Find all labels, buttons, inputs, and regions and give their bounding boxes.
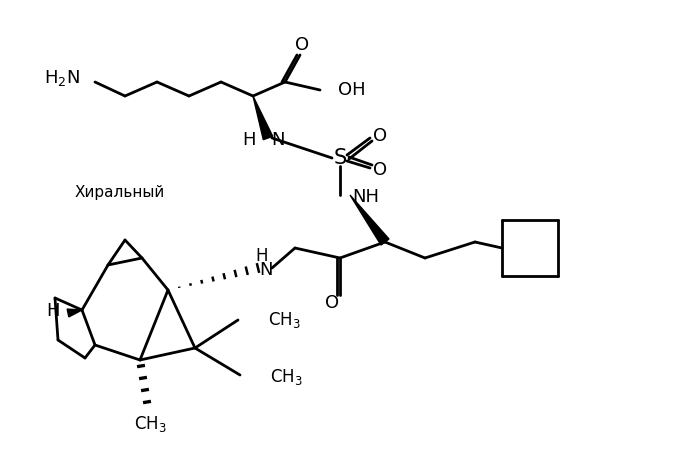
Polygon shape (350, 195, 389, 245)
Text: O: O (325, 294, 339, 312)
Text: N: N (271, 131, 284, 149)
Text: Хиральный: Хиральный (75, 184, 165, 199)
Text: S: S (333, 148, 346, 168)
Text: $\mathregular{CH_3}$: $\mathregular{CH_3}$ (268, 310, 301, 330)
Text: O: O (373, 161, 387, 179)
Text: NH: NH (352, 188, 379, 206)
Polygon shape (67, 309, 82, 317)
Text: $\mathregular{CH_3}$: $\mathregular{CH_3}$ (270, 367, 303, 387)
Text: H: H (46, 302, 60, 320)
Text: OH: OH (338, 81, 365, 99)
Text: $\mathregular{CH_3}$: $\mathregular{CH_3}$ (134, 414, 167, 434)
Text: H: H (242, 131, 256, 149)
Text: O: O (373, 127, 387, 145)
Text: $\mathregular{H_2N}$: $\mathregular{H_2N}$ (44, 68, 80, 88)
Text: O: O (295, 36, 309, 54)
Polygon shape (253, 96, 273, 140)
Text: N: N (259, 261, 273, 279)
Text: H: H (256, 247, 268, 265)
